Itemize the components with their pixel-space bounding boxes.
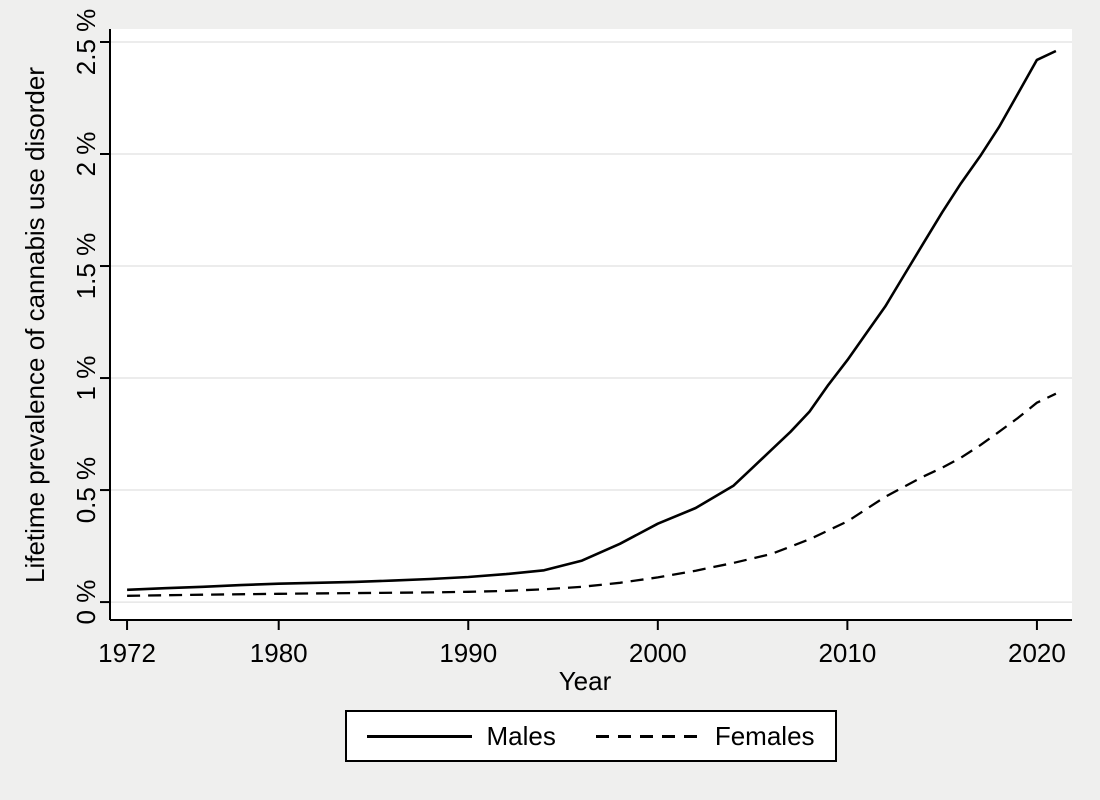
y-tick-label: 1 % [71, 356, 101, 401]
y-tick-label: 0 % [71, 580, 101, 625]
x-tick-label: 2020 [1008, 638, 1066, 668]
females-line-swatch [595, 734, 701, 738]
y-tick-label: 2 % [71, 132, 101, 177]
series-line-males [127, 49, 1057, 592]
males-line-swatch [367, 734, 473, 738]
y-tick-label: 2.5 % [71, 9, 101, 76]
chart-legend: Males Females [345, 710, 837, 762]
x-tick-label: 2000 [629, 638, 687, 668]
x-tick-label: 1990 [439, 638, 497, 668]
x-tick-label: 2010 [818, 638, 876, 668]
x-tick-label: 1972 [98, 638, 156, 668]
x-tick-label: 1980 [250, 638, 308, 668]
legend-label-females: Females [714, 720, 815, 751]
line-chart: 0 % 0.5 % 1 % 1.5 % 2 % 2.5 % 1972 1980 1990 2000… [20, 9, 1072, 696]
y-axis-title: Lifetime prevalence of cannabis use diso… [20, 67, 50, 583]
series-line-females [127, 392, 1057, 597]
legend-label-males: Males [486, 720, 556, 751]
y-tick-label: 1.5 % [71, 233, 101, 300]
y-tick-label: 0.5 % [71, 457, 101, 524]
plot-area [110, 29, 1072, 620]
x-axis-title: Year [559, 666, 612, 696]
